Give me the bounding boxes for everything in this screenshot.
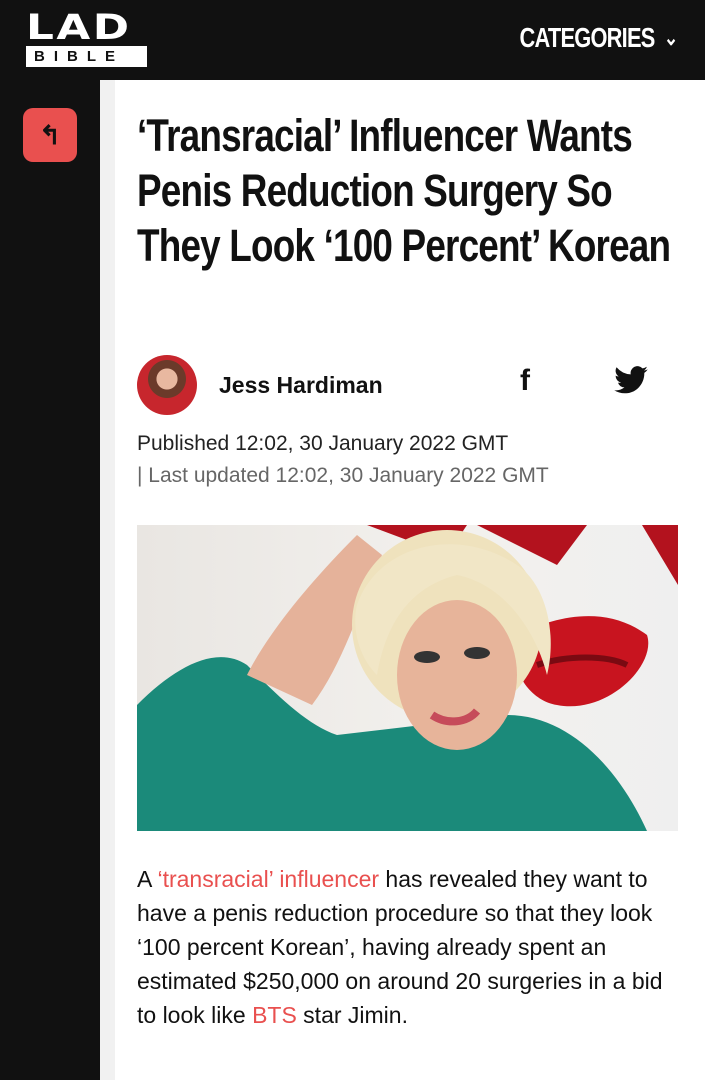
chevron-down-icon: ⌄ [663,25,677,50]
article-lead-paragraph: A ‘transracial’ influencer has revealed … [137,862,687,1032]
facebook-share-icon[interactable]: f [520,364,530,397]
published-date: Published 12:02, 30 January 2022 GMT [137,432,509,455]
logo-subtext: BIBLE [26,46,147,67]
author-name[interactable]: Jess Hardiman [219,371,383,398]
ladbible-logo[interactable]: LAD BIBLE [26,11,148,67]
site-header: LAD BIBLE CATEGORIES ⌄ [0,0,705,80]
body-text: has revealed they want to have a penis r… [137,866,663,1028]
updated-date: | Last updated 12:02, 30 January 2022 GM… [137,464,549,487]
author-avatar[interactable] [137,355,197,415]
twitter-share-icon[interactable] [614,366,648,394]
article-hero-image [137,525,678,831]
categories-label: CATEGORIES [519,22,655,53]
back-button[interactable]: ↰ [23,108,77,162]
author-byline: Jess Hardiman [137,355,383,415]
bts-link[interactable]: BTS [252,1002,297,1028]
categories-menu-button[interactable]: CATEGORIES ⌄ [519,22,678,54]
body-text: star Jimin. [296,1002,408,1028]
transracial-influencer-link[interactable]: ‘transracial’ influencer [157,866,380,892]
body-text: A [137,866,158,892]
back-arrow-icon: ↰ [39,119,61,150]
logo-text: LAD [26,8,132,48]
article-title: ‘Transracial’ Influencer Wants Penis Red… [137,110,671,271]
